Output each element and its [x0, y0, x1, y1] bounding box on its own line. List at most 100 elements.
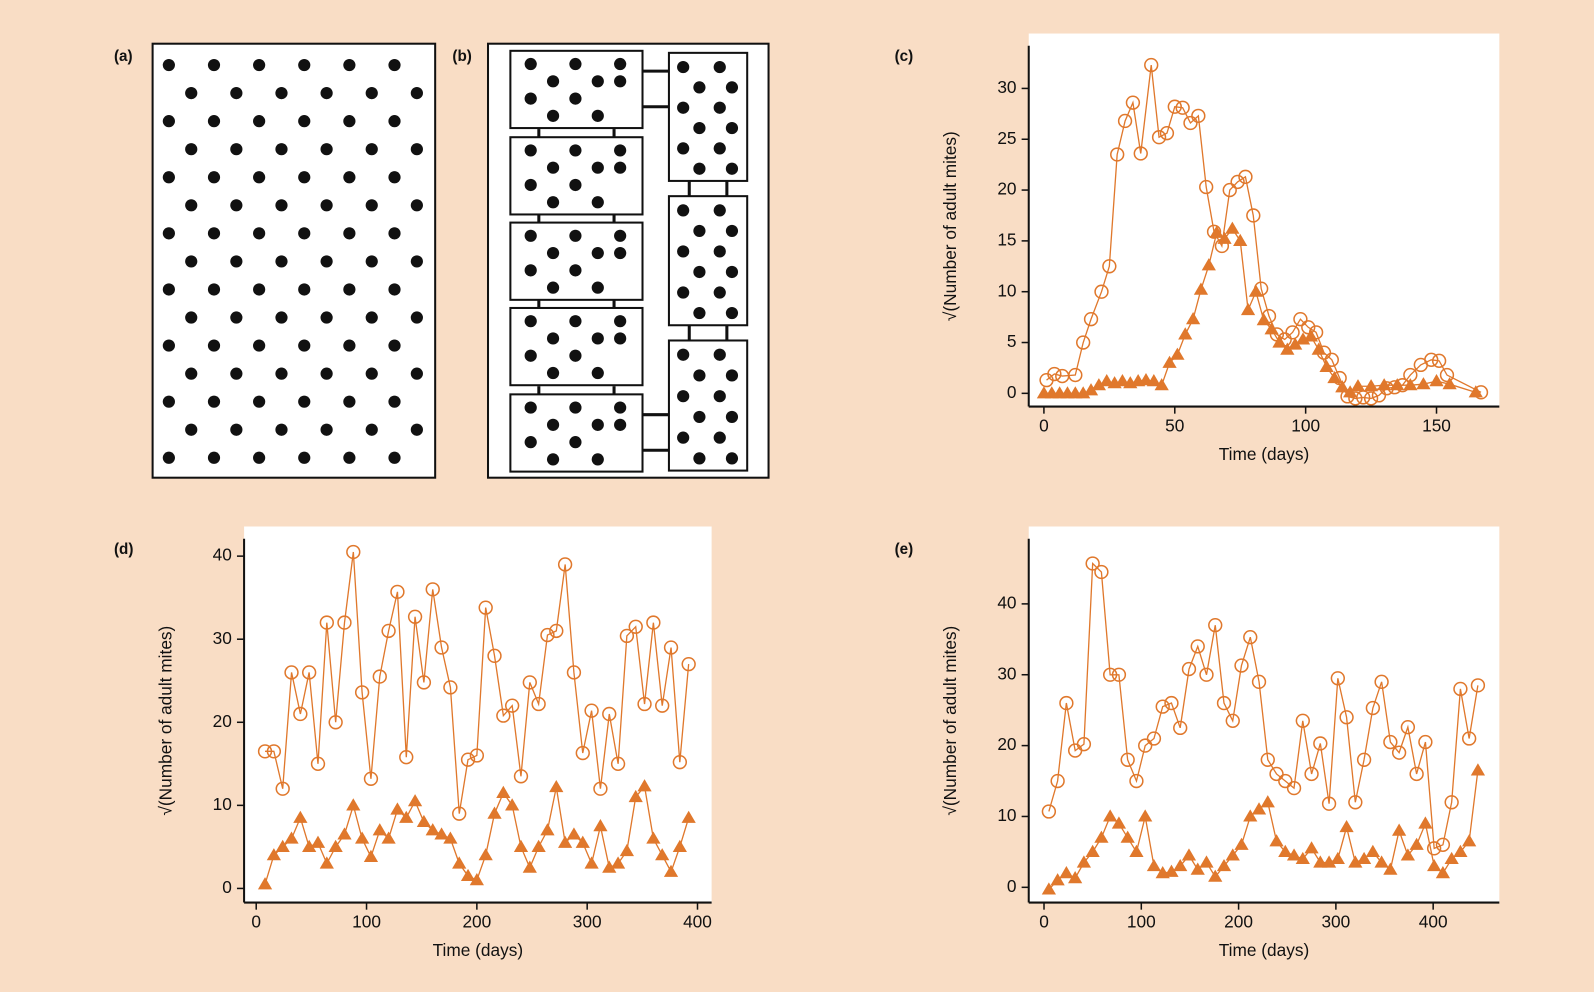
dot: [591, 366, 604, 380]
point: [434, 827, 449, 840]
point: [478, 600, 493, 615]
point: [1099, 374, 1114, 387]
point: [1304, 841, 1319, 854]
point: [1103, 667, 1118, 682]
point: [1154, 378, 1169, 391]
dot: [253, 451, 266, 464]
point: [1304, 766, 1319, 782]
point: [1365, 700, 1381, 716]
dot: [725, 81, 739, 94]
y-axis-label: √(Number of adult mites): [940, 131, 960, 321]
dot: [185, 87, 198, 100]
dot: [546, 281, 560, 294]
point: [1076, 737, 1092, 752]
dot: [185, 367, 198, 380]
point: [672, 839, 687, 852]
dot: [230, 255, 243, 268]
dot: [693, 306, 706, 320]
y-tick-label: 5: [1007, 331, 1017, 351]
point: [1217, 231, 1232, 244]
point: [1301, 320, 1316, 335]
dot: [546, 75, 560, 88]
dot: [677, 204, 690, 217]
point: [1181, 661, 1197, 677]
dot: [253, 227, 266, 240]
dot: [713, 390, 726, 403]
dot: [230, 367, 243, 380]
dot: [677, 431, 690, 444]
y-tick-label: 0: [1007, 876, 1017, 896]
point: [1435, 866, 1451, 879]
point: [372, 823, 387, 836]
dot: [546, 161, 560, 174]
point: [1185, 312, 1201, 325]
dot: [410, 367, 423, 380]
point: [1094, 830, 1109, 843]
point: [1365, 844, 1380, 857]
point: [1155, 699, 1170, 714]
point: [346, 798, 361, 811]
x-tick-label: 50: [1165, 415, 1184, 435]
point: [1442, 377, 1457, 390]
dot: [546, 196, 560, 209]
dot: [185, 255, 198, 268]
point: [593, 781, 608, 796]
point: [257, 877, 273, 890]
dot: [693, 452, 706, 465]
point: [1103, 809, 1118, 822]
point: [1343, 385, 1358, 398]
point: [1173, 720, 1188, 736]
point: [1085, 556, 1100, 571]
y-tick-label: 0: [1007, 382, 1017, 402]
point: [1391, 745, 1407, 760]
point: [1286, 848, 1302, 861]
point: [1330, 671, 1345, 686]
point: [478, 848, 493, 861]
dot: [365, 423, 378, 436]
dot: [614, 401, 627, 414]
point: [1444, 795, 1459, 810]
point: [663, 640, 679, 655]
dot: [569, 349, 582, 362]
point: [1094, 284, 1109, 299]
x-tick-label: 100: [352, 911, 381, 931]
point: [1251, 674, 1267, 689]
dot: [365, 199, 378, 212]
dot: [230, 311, 243, 324]
x-tick-label: 150: [1422, 415, 1451, 435]
dot: [591, 75, 604, 88]
point: [284, 831, 299, 844]
point: [1403, 378, 1418, 391]
x-axis-label: Time (days): [1219, 444, 1309, 464]
point: [1199, 667, 1214, 682]
dot: [320, 255, 333, 268]
point: [522, 675, 537, 690]
y-tick-label: 20: [997, 734, 1016, 754]
y-tick-label: 30: [997, 77, 1016, 97]
dot: [725, 121, 739, 135]
dot: [253, 339, 266, 352]
dot: [298, 395, 311, 408]
point: [381, 831, 396, 844]
dot: [320, 87, 333, 100]
dot: [275, 199, 288, 212]
panel-label: (a): [114, 48, 133, 65]
point: [1444, 851, 1459, 865]
point: [513, 839, 529, 852]
y-tick-label: 10: [213, 794, 232, 814]
point: [390, 802, 405, 815]
point: [1181, 848, 1197, 861]
dot: [162, 451, 175, 464]
dot: [713, 204, 726, 217]
point: [1234, 658, 1249, 673]
dot: [569, 401, 582, 414]
series-line: [265, 551, 690, 814]
dot: [185, 199, 198, 212]
point: [531, 696, 546, 712]
point: [1327, 370, 1342, 384]
point: [1076, 855, 1092, 868]
y-tick-label: 40: [997, 592, 1016, 612]
dot: [275, 367, 288, 380]
point: [1178, 327, 1193, 340]
point: [602, 706, 617, 722]
